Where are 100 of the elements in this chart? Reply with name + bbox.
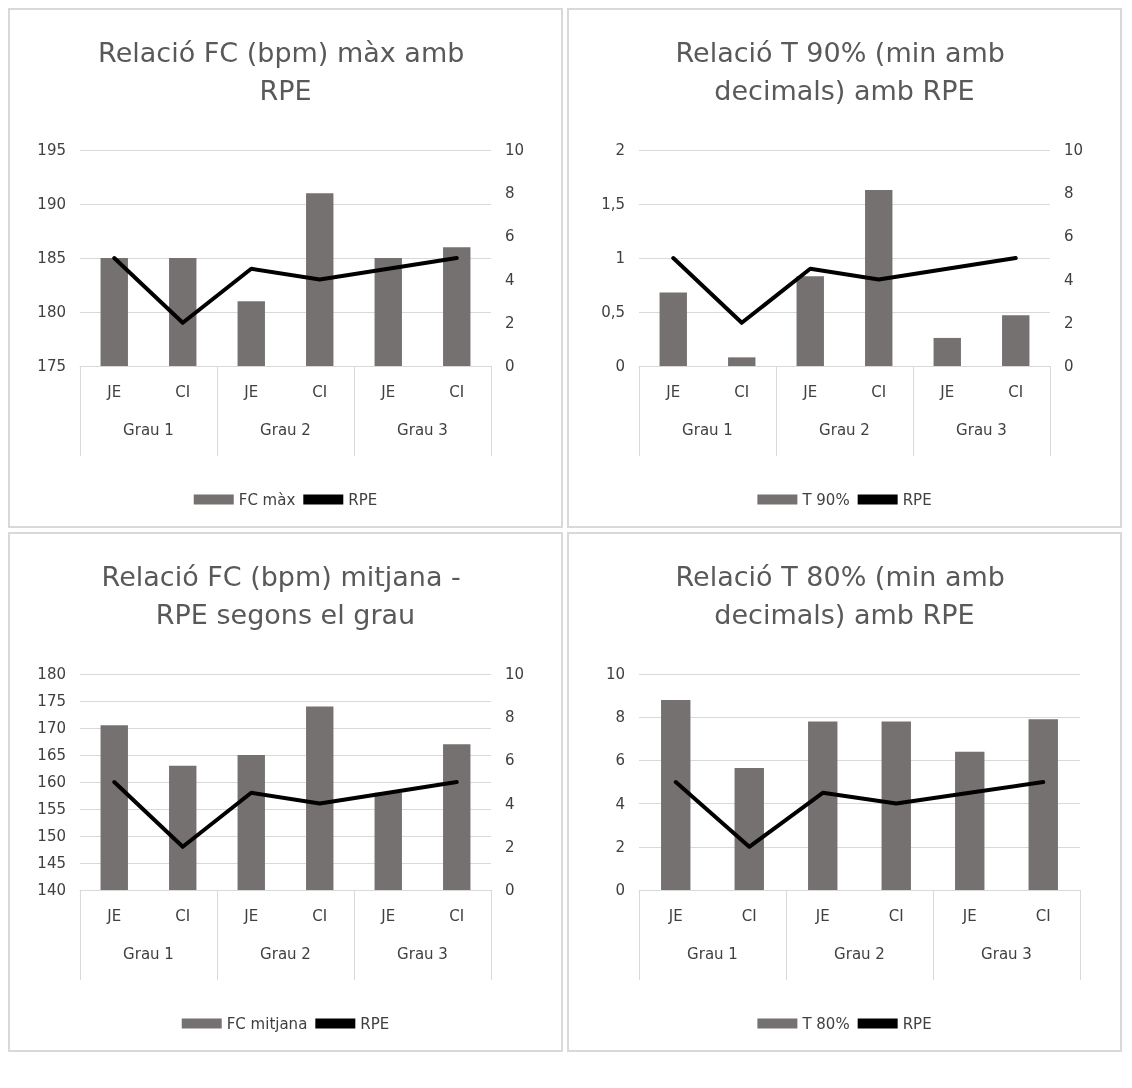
- x-tick-label: JE: [665, 382, 681, 401]
- y2-tick-label: 8: [1064, 184, 1074, 203]
- x-tick-label: CI: [449, 906, 465, 925]
- bar: [659, 292, 687, 366]
- legend-label: FC màx: [238, 490, 296, 509]
- y-tick-label: 180: [37, 303, 66, 321]
- y-tick-label: 165: [37, 746, 66, 764]
- x-tick-label: CI: [449, 382, 465, 401]
- y2-tick-label: 2: [1064, 313, 1074, 332]
- y2-tick-label: 0: [505, 357, 515, 375]
- text: Grau 1: [687, 944, 738, 963]
- y-tick-label: 145: [37, 854, 66, 872]
- text: Grau 2: [260, 944, 311, 963]
- text: Grau 3: [956, 420, 1007, 439]
- x-tick-label: JE: [380, 906, 396, 925]
- y-tick-label: 175: [37, 357, 66, 375]
- chart-title: Relació T 80% (min amb decimals) amb RPE: [675, 560, 1014, 630]
- x-tick-label: CI: [871, 382, 887, 401]
- x-tick-label: CI: [175, 906, 191, 925]
- y2-tick-label: 4: [505, 794, 515, 813]
- y2-tick-label: 6: [1064, 227, 1074, 246]
- y2-tick-label: 2: [505, 313, 515, 332]
- x-tick-label: JE: [961, 906, 977, 925]
- y-tick-label: 6: [615, 751, 625, 770]
- y2-tick-label: 10: [505, 141, 525, 159]
- legend-label: RPE: [902, 1014, 932, 1033]
- y-tick-label: 175: [37, 692, 66, 710]
- y-tick-label: 160: [37, 773, 66, 791]
- y2-tick-label: 4: [1064, 270, 1074, 289]
- text: Grau 1: [123, 420, 174, 439]
- y2-tick-label: 2: [505, 837, 515, 856]
- x-tick-label: JE: [939, 382, 955, 401]
- legend-label: FC mitjana: [226, 1014, 308, 1033]
- line-series: [112, 780, 459, 849]
- x-tick-label: CI: [888, 906, 904, 925]
- y-tick-label: 1,5: [601, 195, 625, 213]
- y-tick-label: 0: [615, 357, 625, 375]
- x-tick-label: CI: [175, 382, 191, 401]
- y-tick-label: 4: [615, 794, 625, 813]
- y2-tick-label: 6: [505, 227, 515, 246]
- y-tick-label: 140: [37, 881, 66, 899]
- bar: [734, 767, 764, 890]
- y2-tick-label: 6: [505, 751, 515, 770]
- bar: [661, 699, 691, 890]
- bar: [808, 721, 838, 890]
- x-tick-label: JE: [814, 906, 830, 925]
- y-tick-label: 185: [37, 249, 66, 267]
- legend-label: T 90%: [801, 490, 850, 509]
- x-tick-label: JE: [243, 382, 259, 401]
- y-tick-label: 180: [37, 665, 66, 683]
- y2-tick-label: 10: [1064, 141, 1084, 159]
- y2-tick-label: 8: [505, 184, 515, 203]
- chart-title: Relació T 90% (min amb decimals) amb RPE: [675, 36, 1014, 106]
- text: Grau 2: [819, 420, 870, 439]
- y-tick-label: 0,5: [601, 303, 625, 321]
- legend-label: T 80%: [801, 1014, 850, 1033]
- chart-title: Relació FC (bpm) màx amb RPE: [98, 36, 473, 106]
- y-tick-label: 190: [37, 195, 66, 213]
- bar: [1028, 719, 1058, 890]
- y2-tick-label: 10: [505, 665, 525, 683]
- legend-label: RPE: [348, 490, 378, 509]
- y-tick-label: 8: [615, 708, 625, 727]
- y-tick-label: 2: [615, 837, 625, 856]
- bar: [933, 337, 961, 366]
- x-tick-label: JE: [380, 382, 396, 401]
- y-tick-label: 1: [615, 249, 625, 267]
- bar: [865, 189, 893, 366]
- line-series: [673, 780, 1046, 849]
- y-tick-label: 150: [37, 827, 66, 845]
- x-tick-label: CI: [1008, 382, 1024, 401]
- y2-tick-label: 4: [505, 270, 515, 289]
- text: Grau 1: [123, 944, 174, 963]
- x-tick-label: CI: [312, 382, 328, 401]
- x-tick-label: CI: [1035, 906, 1051, 925]
- x-tick-label: JE: [106, 906, 122, 925]
- text: Grau 3: [397, 420, 448, 439]
- x-tick-label: JE: [667, 906, 683, 925]
- bar: [728, 357, 756, 366]
- bar: [881, 721, 911, 890]
- bar: [955, 751, 985, 890]
- y-tick-label: 170: [37, 719, 66, 737]
- x-tick-label: JE: [106, 382, 122, 401]
- line-series: [671, 256, 1018, 325]
- text: Grau 3: [981, 944, 1032, 963]
- bar: [796, 276, 824, 366]
- y-tick-label: 155: [37, 800, 66, 818]
- x-tick-label: JE: [243, 906, 259, 925]
- bar: [1002, 315, 1030, 366]
- y-tick-label: 195: [37, 141, 66, 159]
- chart-title: Relació FC (bpm) mitjana - RPE segons el grau: [101, 560, 470, 630]
- y2-tick-label: 8: [505, 708, 515, 727]
- text: Grau 3: [397, 944, 448, 963]
- x-tick-label: CI: [734, 382, 750, 401]
- legend-label: RPE: [902, 490, 932, 509]
- text: Grau 1: [682, 420, 733, 439]
- y2-tick-label: 0: [1064, 357, 1074, 375]
- y2-tick-label: 0: [505, 881, 515, 899]
- x-tick-label: CI: [741, 906, 757, 925]
- x-tick-label: CI: [312, 906, 328, 925]
- y-tick-label: 2: [615, 141, 625, 159]
